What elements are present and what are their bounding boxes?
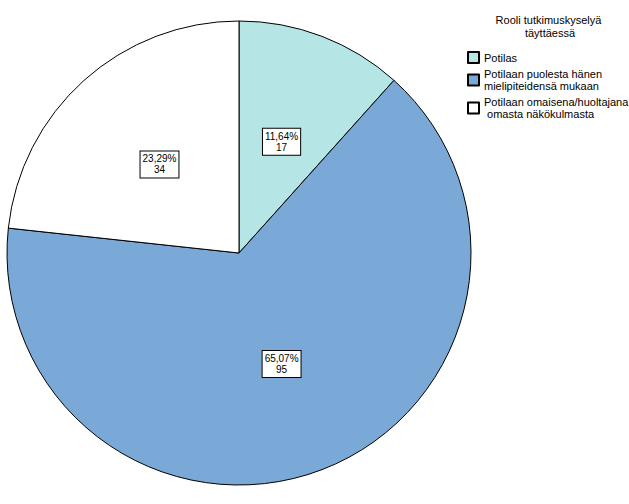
svg-text:Potilaan puolesta hänen: Potilaan puolesta hänen [484, 68, 605, 80]
svg-text:11,64%: 11,64% [265, 131, 298, 142]
svg-text:65,07%: 65,07% [265, 353, 299, 364]
svg-text:34: 34 [154, 164, 166, 175]
svg-text:17: 17 [276, 142, 288, 153]
svg-text:95: 95 [276, 364, 288, 375]
svg-text:23,29%: 23,29% [143, 153, 177, 164]
svg-text:omasta näkökulmasta: omasta näkökulmasta [484, 108, 595, 120]
svg-text:Potilaan omaisena/huoltajana: Potilaan omaisena/huoltajana [484, 96, 629, 108]
svg-text:Potilas: Potilas [484, 52, 518, 64]
svg-text:täyttäessä: täyttäessä [525, 27, 576, 39]
svg-text:Rooli tutkimuskyselyä: Rooli tutkimuskyselyä [496, 14, 605, 26]
svg-text:mielipiteidensä mukaan: mielipiteidensä mukaan [484, 80, 599, 92]
